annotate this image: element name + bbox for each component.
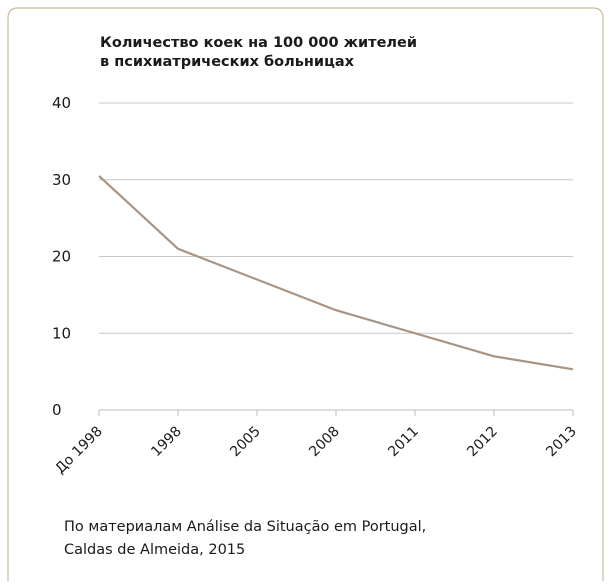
frame: [7, 7, 604, 581]
x-tick-label: 2005: [227, 424, 264, 461]
x-tick-label: 1998: [148, 424, 185, 461]
source-note: Caldas de Almeida, 2015: [64, 542, 245, 558]
y-tick-label: 30: [52, 171, 71, 189]
x-tick-label: 2011: [385, 424, 422, 461]
line: [98, 175, 574, 371]
y-tick-label: 40: [52, 94, 71, 112]
x-tick-label: До 1998: [52, 424, 105, 477]
x-tick-label: 2012: [464, 424, 501, 461]
y-tick-label: 20: [52, 248, 71, 266]
chart-title: Количество коек на 100 000 жителей: [100, 35, 417, 51]
source-note: По материалам Análise da Situação em Por…: [64, 519, 426, 535]
x-tick-label: 2008: [306, 424, 343, 461]
chart-title: в психиатрических больницах: [100, 54, 355, 70]
y-tick-label: 0: [52, 401, 62, 419]
y-tick-label: 10: [52, 324, 71, 342]
x-tick-label: 2013: [543, 424, 580, 461]
